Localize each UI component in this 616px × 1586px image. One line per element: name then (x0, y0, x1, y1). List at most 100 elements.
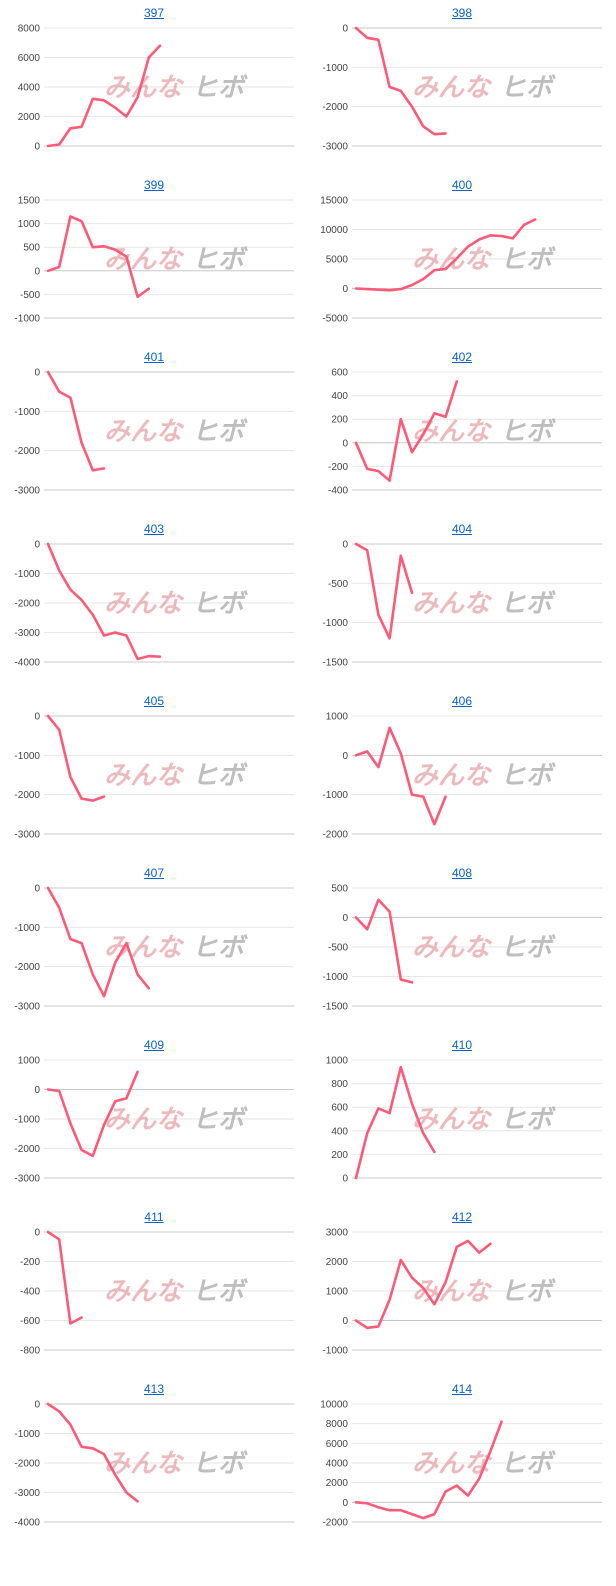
y-tick-label: 2000 (18, 112, 41, 123)
y-tick-label: 6000 (326, 1439, 349, 1450)
y-tick-label: -500 (328, 943, 348, 954)
watermark-right: ヒボ (500, 417, 556, 447)
chart-title-link[interactable]: 412 (308, 1210, 616, 1224)
watermark-left: みんな (412, 73, 493, 103)
chart-397: 397 0 2000 4000 6000 8000 みんな ヒボ (0, 0, 308, 172)
y-tick-label: -1000 (14, 569, 40, 580)
y-tick-label: -500 (20, 290, 40, 301)
chart-401: 401 -3000 -2000 -1000 0 みんな ヒボ (0, 344, 308, 516)
chart-title-link[interactable]: 402 (308, 350, 616, 364)
line-chart: -4000-3000-2000-10000みんな ヒボ (0, 1396, 300, 1532)
y-tick-label: 8000 (326, 1419, 349, 1430)
chart-title-link[interactable]: 411 (0, 1210, 308, 1224)
watermark-right: ヒボ (500, 589, 556, 619)
y-tick-label: 0 (342, 751, 348, 762)
y-tick-label: 10000 (320, 225, 348, 236)
chart-410: 410 0 200 400 600 800 1000 みんな ヒボ (308, 1032, 616, 1204)
y-tick-label: -3000 (14, 1488, 40, 1499)
chart-408: 408 -1500 -1000 -500 0 500 みんな ヒボ (308, 860, 616, 1032)
y-tick-label: 1000 (326, 1056, 349, 1067)
line-chart: 0 2000 4000 6000 8000 みんな ヒボ (0, 20, 300, 156)
series-line (48, 716, 104, 801)
y-tick-label: 6000 (18, 53, 41, 64)
chart-title-link[interactable]: 399 (0, 178, 308, 192)
chart-400: 400 -5000 0 5000 10000 15000 みんな ヒボ (308, 172, 616, 344)
y-tick-label: -1500 (322, 1002, 348, 1013)
y-tick-label: -2000 (322, 830, 348, 841)
y-tick-label: 600 (331, 368, 348, 379)
watermark-left: みんな (412, 761, 493, 791)
chart-title-link[interactable]: 398 (308, 6, 616, 20)
y-tick-label: 1000 (326, 1287, 349, 1298)
y-tick-label: -1000 (14, 407, 40, 418)
y-tick-label: -2000 (14, 599, 40, 610)
y-tick-label: 1000 (18, 219, 41, 230)
y-tick-label: -3000 (14, 1174, 40, 1185)
chart-title-link[interactable]: 404 (308, 522, 616, 536)
chart-title-link[interactable]: 407 (0, 866, 308, 880)
watermark-right: ヒボ (192, 933, 248, 963)
line-chart: -1500-1000-5000みんな ヒボ (308, 536, 608, 672)
y-tick-label: -2000 (14, 790, 40, 801)
chart-title-link[interactable]: 403 (0, 522, 308, 536)
watermark-left: みんな (104, 1105, 185, 1135)
watermark-left: みんな (412, 245, 493, 275)
y-tick-label: 0 (34, 142, 40, 153)
chart-title-link[interactable]: 409 (0, 1038, 308, 1052)
y-tick-label: 0 (342, 540, 348, 551)
y-tick-label: -1000 (14, 314, 40, 325)
y-tick-label: 0 (342, 1174, 348, 1185)
chart-398: 398 -3000 -2000 -1000 0 みんな ヒボ (308, 0, 616, 172)
y-tick-label: -1500 (322, 658, 348, 669)
y-tick-label: 200 (331, 1150, 348, 1161)
chart-title-link[interactable]: 408 (308, 866, 616, 880)
chart-title-link[interactable]: 401 (0, 350, 308, 364)
chart-402: 402 -400 -200 0 200 400 600 みんな ヒボ (308, 344, 616, 516)
y-tick-label: -400 (328, 486, 348, 497)
y-tick-label: -2000 (322, 102, 348, 113)
chart-title-link[interactable]: 413 (0, 1382, 308, 1396)
y-tick-label: 5000 (326, 255, 349, 266)
chart-409: 409 -3000 -2000 -1000 0 1000 みんな ヒボ (0, 1032, 308, 1204)
chart-413: 413 -4000 -3000 -2000 -1000 0 みんな ヒボ (0, 1376, 308, 1548)
y-tick-label: -800 (20, 1346, 40, 1357)
y-tick-label: 1000 (18, 1056, 41, 1067)
line-chart: -800-600-400-2000みんな ヒボ (0, 1224, 300, 1360)
y-tick-label: 2000 (326, 1478, 349, 1489)
watermark-left: みんな (412, 589, 493, 619)
y-tick-label: 0 (342, 913, 348, 924)
chart-title-link[interactable]: 400 (308, 178, 616, 192)
y-tick-label: 0 (34, 884, 40, 895)
y-tick-label: 0 (342, 1316, 348, 1327)
y-tick-label: -5000 (322, 314, 348, 325)
chart-404: 404 -1500 -1000 -500 0 みんな ヒボ (308, 516, 616, 688)
y-tick-label: -1000 (322, 618, 348, 629)
line-chart: -2000 -1000 0 1000 みんな ヒボ (308, 708, 608, 844)
y-tick-label: -1000 (322, 1346, 348, 1357)
watermark-left: みんな (104, 417, 185, 447)
line-chart: -1000 0 1000 2000 3000 みんな ヒボ (308, 1224, 608, 1360)
line-chart: -1000-500050010001500みんな ヒボ (0, 192, 300, 328)
chart-title-link[interactable]: 405 (0, 694, 308, 708)
y-tick-label: 0 (34, 540, 40, 551)
chart-title-link[interactable]: 406 (308, 694, 616, 708)
line-chart: 0 200 400 600 800 1000 みんな ヒボ (308, 1052, 608, 1188)
watermark-right: ヒボ (500, 761, 556, 791)
watermark-left: みんな (412, 1105, 493, 1135)
y-tick-label: 0 (342, 24, 348, 35)
chart-407: 407 -3000 -2000 -1000 0 みんな ヒボ (0, 860, 308, 1032)
watermark-right: ヒボ (500, 245, 556, 275)
series-line (48, 372, 104, 470)
y-tick-label: 200 (331, 415, 348, 426)
y-tick-label: -3000 (14, 830, 40, 841)
watermark-right: ヒボ (500, 73, 556, 103)
watermark-left: みんな (104, 589, 185, 619)
chart-title-link[interactable]: 414 (308, 1382, 616, 1396)
y-tick-label: 500 (23, 243, 40, 254)
y-tick-label: 400 (331, 391, 348, 402)
chart-title-link[interactable]: 410 (308, 1038, 616, 1052)
chart-title-link[interactable]: 397 (0, 6, 308, 20)
watermark-right: ヒボ (192, 417, 248, 447)
